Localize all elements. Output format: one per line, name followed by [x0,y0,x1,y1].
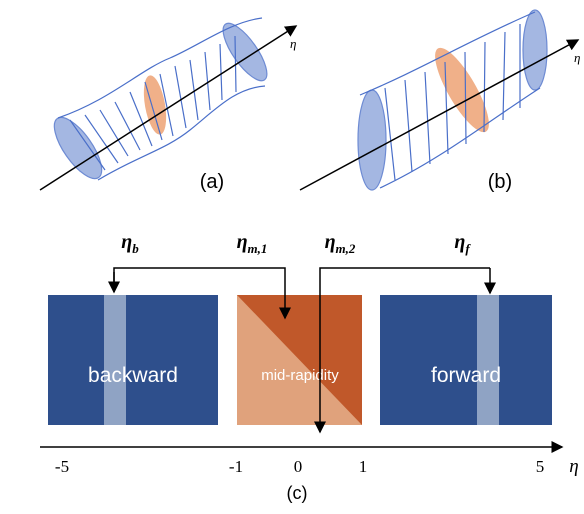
symbol: η [325,231,336,253]
region-label: mid-rapidity [261,367,339,384]
backward-block [48,295,218,425]
window [104,295,126,425]
subscript: f [465,241,471,256]
forward-block [380,295,552,425]
tick-label: -5 [55,457,69,476]
symbol: η [454,231,465,253]
tick-label: 1 [359,457,368,476]
panel-label-c: (c) [287,483,308,503]
tick-label: 0 [294,457,303,476]
panel-label-b: (b) [488,171,512,193]
axis-label-c: η [569,456,578,477]
axis-a [40,26,296,190]
window-label: ηb [121,231,139,256]
tick-label: -1 [229,457,243,476]
window-label: ηm,2 [325,231,356,256]
axis-label-b: η [574,50,580,65]
window-label: ηf [454,231,471,256]
region-label: backward [88,364,178,387]
subscript: m,1 [248,241,268,256]
panel-label-a: (a) [200,171,224,193]
subscript: b [132,241,139,256]
tube-b [358,10,547,190]
subscript: m,2 [336,241,356,256]
region-label: forward [431,364,501,387]
window-label: ηm,1 [237,231,268,256]
window [477,295,499,425]
tube-a [46,17,274,185]
symbol: η [121,231,132,253]
figure: η (a) η (b) backward mid-rapidity forwar… [0,0,584,514]
axis-label-a: η [290,36,296,51]
symbol: η [237,231,248,253]
tick-label: 5 [536,457,545,476]
